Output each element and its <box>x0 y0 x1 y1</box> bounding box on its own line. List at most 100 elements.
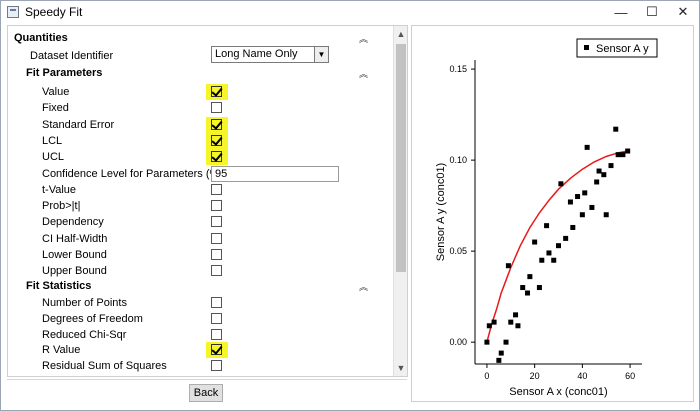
data-point <box>544 223 550 229</box>
y-tick-label: 0.15 <box>449 64 467 74</box>
section-fit-parameters[interactable]: Fit Parameters <box>26 65 407 81</box>
data-point <box>558 181 564 187</box>
fit-param-label: t-Value <box>42 183 77 196</box>
fit-param-checkbox[interactable] <box>211 86 222 97</box>
maximize-button[interactable]: ☐ <box>637 1 667 23</box>
fit-param-row: UCL <box>42 149 407 165</box>
section-fit-parameters-label: Fit Parameters <box>26 67 103 79</box>
collapse-fit-statistics-icon[interactable]: ︽ <box>359 282 369 292</box>
data-point <box>570 224 576 230</box>
fit-param-row: Value <box>42 84 407 100</box>
fit-param-row: Upper Bound <box>42 263 407 279</box>
fit-param-label: Dependency <box>42 216 104 229</box>
fit-stat-row: Number of Points <box>42 295 407 311</box>
fit-param-checkbox[interactable] <box>211 151 222 163</box>
fit-stat-row: Reduced Chi-Sqr <box>42 327 407 343</box>
data-point <box>620 152 626 158</box>
data-point <box>484 339 490 345</box>
vertical-scrollbar[interactable]: ▲ ▼ <box>393 26 407 376</box>
data-point <box>539 257 545 263</box>
fit-param-label: Lower Bound <box>42 249 107 261</box>
x-tick-label: 0 <box>484 371 489 381</box>
fit-param-row: Lower Bound <box>42 247 407 263</box>
fit-stat-checkbox[interactable] <box>211 344 222 356</box>
fit-stat-label: R Value <box>42 344 81 357</box>
data-point <box>527 274 533 280</box>
fit-param-checkbox[interactable] <box>211 200 222 212</box>
divider <box>7 379 407 380</box>
scroll-down-icon[interactable]: ▼ <box>396 363 406 373</box>
fit-param-row: Prob>|t| <box>42 198 407 214</box>
data-point <box>556 243 561 249</box>
fit-stat-label: Degrees of Freedom <box>42 312 143 325</box>
data-point <box>582 190 588 196</box>
data-point <box>515 323 521 329</box>
fit-stat-label: Reduced Chi-Sqr <box>42 328 127 341</box>
fit-stat-row: Degrees of Freedom <box>42 311 407 327</box>
data-point <box>498 350 504 356</box>
fit-param-checkbox[interactable] <box>211 249 222 260</box>
fit-param-row: LCL <box>42 133 407 149</box>
fit-param-label: Prob>|t| <box>42 200 81 213</box>
legend-box <box>576 38 658 58</box>
data-point <box>567 199 573 205</box>
x-tick-label: 60 <box>625 371 635 381</box>
settings-panel: Quantities ︽ Dataset Identifier Long Nam… <box>7 25 408 377</box>
fit-param-row: Standard Error <box>42 117 407 133</box>
data-point <box>625 148 631 154</box>
fit-param-checkbox[interactable] <box>211 232 222 244</box>
minimize-button[interactable]: — <box>606 1 636 23</box>
fit-stat-checkbox[interactable] <box>211 312 222 324</box>
chart-legend: Sensor A y <box>576 38 658 58</box>
fit-stat-checkbox[interactable] <box>211 297 222 308</box>
y-tick-label: 0.00 <box>449 337 467 347</box>
fit-param-checkbox[interactable] <box>211 265 222 277</box>
y-tick-label: 0.10 <box>449 155 467 165</box>
close-button[interactable]: ✕ <box>668 1 698 23</box>
minimize-icon: — <box>614 4 628 20</box>
fit-param-label: UCL <box>42 151 65 164</box>
data-point <box>496 357 502 363</box>
fit-param-row: Dependency <box>42 214 407 230</box>
fit-param-checkbox[interactable] <box>211 102 222 114</box>
chevron-down-icon[interactable]: ▼ <box>314 47 328 62</box>
fit-param-checkbox[interactable] <box>211 216 222 228</box>
confidence-level-input[interactable]: 95 <box>211 165 339 182</box>
back-button[interactable]: Back <box>189 384 223 402</box>
data-point <box>613 126 619 132</box>
y-axis-label: Sensor A y (conc01) <box>435 163 447 261</box>
app-icon <box>7 6 19 18</box>
fit-param-checkbox[interactable] <box>211 183 222 195</box>
data-point <box>503 339 509 345</box>
dataset-identifier-value: Long Name Only <box>215 48 298 60</box>
fit-stat-checkbox[interactable] <box>211 360 222 372</box>
fit-stat-checkbox[interactable] <box>211 328 222 340</box>
fit-param-row: t-Value <box>42 182 407 198</box>
data-point <box>584 144 590 150</box>
dataset-identifier-select[interactable]: Long Name Only ▼ <box>211 46 329 63</box>
fit-stat-label: Residual Sum of Squares <box>42 360 167 373</box>
section-quantities-label: Quantities <box>14 32 68 44</box>
fit-param-checkbox[interactable] <box>211 134 222 146</box>
collapse-fit-parameters-icon[interactable]: ︽ <box>359 69 369 79</box>
fit-curve <box>486 150 628 343</box>
legend-label: Sensor A y <box>596 43 649 55</box>
fit-stat-row: R Value <box>42 342 407 358</box>
fit-param-label: Upper Bound <box>42 265 107 278</box>
data-point <box>579 212 585 218</box>
data-point <box>603 212 609 218</box>
section-quantities[interactable]: Quantities <box>14 30 399 46</box>
fit-param-checkbox[interactable] <box>211 118 222 130</box>
data-point <box>505 263 511 269</box>
data-point <box>589 204 595 210</box>
y-tick-label: 0.05 <box>449 246 467 256</box>
scroll-up-icon[interactable]: ▲ <box>396 29 406 39</box>
fit-param-row: Fixed <box>42 100 407 116</box>
data-point <box>508 319 514 325</box>
scroll-thumb[interactable] <box>396 44 406 272</box>
data-point <box>524 290 530 296</box>
section-fit-statistics[interactable]: Fit Statistics <box>26 278 407 294</box>
x-tick-label: 20 <box>530 371 540 381</box>
data-point <box>596 168 602 174</box>
collapse-quantities-icon[interactable]: ︽ <box>359 34 369 44</box>
